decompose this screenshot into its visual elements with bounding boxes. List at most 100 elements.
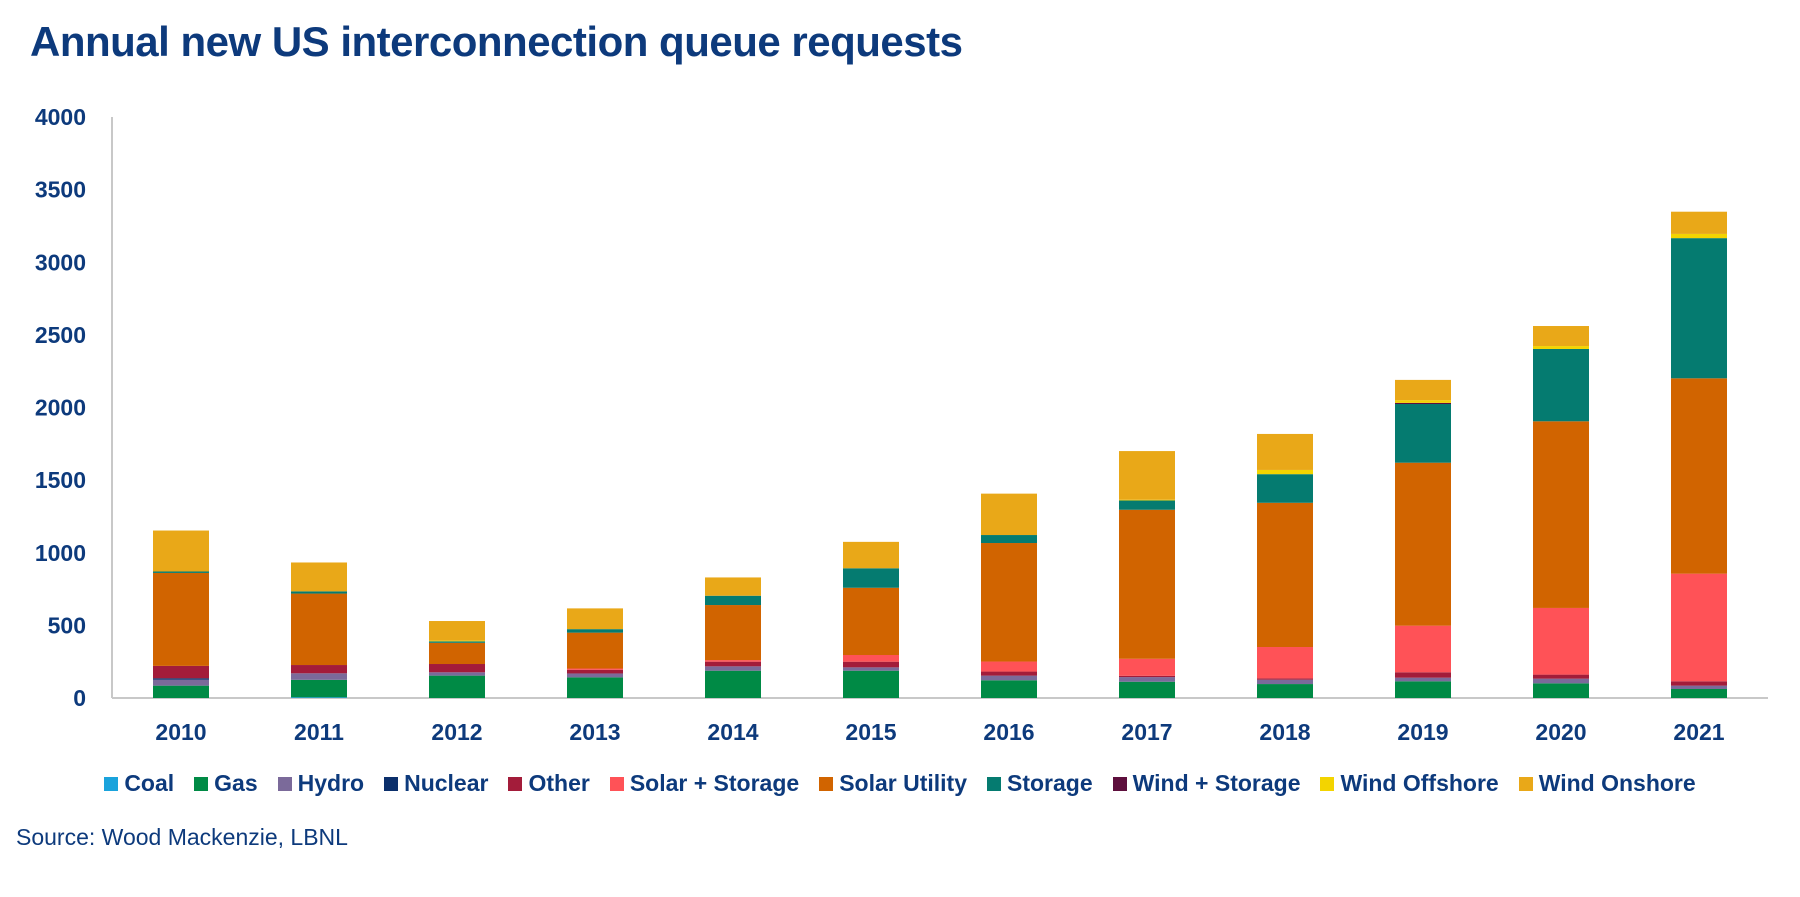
bar-segment-wind-onshore-2016 [981,493,1037,536]
legend-swatch [1112,776,1127,791]
bar-segment-hydro-2010 [153,679,209,686]
legend-label: Wind Onshore [1538,770,1696,796]
bar-segment-gas-2019 [1395,681,1451,698]
x-tick-label: 2014 [707,719,758,745]
bar-segment-gas-2013 [567,677,623,698]
chart-title: Annual new US interconnection queue requ… [30,18,963,65]
legend-item: Solar + Storage [609,770,800,797]
bar-segment-solar-utility-2011 [291,593,347,666]
bar-segment-hydro-2012 [429,672,485,676]
bar-segment-solar-storage-2020 [1533,607,1589,675]
bar-segment-storage-2019 [1395,404,1451,463]
bar-segment-solar-utility-2014 [705,605,761,661]
legend-swatch [508,776,523,791]
bar-segment-gas-2020 [1533,683,1589,698]
bar-segment-storage-2013 [567,629,623,633]
bar-segment-solar-storage-2019 [1395,625,1451,673]
bar-segment-gas-2011 [291,679,347,698]
x-tick-label: 2016 [983,719,1034,745]
y-tick-label: 3000 [35,249,86,275]
bar-segment-other-2010 [153,665,209,679]
bar-segment-nuclear-2010 [153,678,209,680]
bar-segment-other-2019 [1395,672,1451,678]
legend-label: Storage [1007,770,1093,796]
bar-segment-hydro-2021 [1671,685,1727,689]
bar-segment-gas-2016 [981,680,1037,698]
bar-segment-solar-storage-2021 [1671,573,1727,682]
legend-item: Wind Offshore [1320,770,1499,797]
bar-segment-other-2011 [291,665,347,674]
bar-segment-solar-utility-2021 [1671,378,1727,574]
bar-segment-other-2018 [1257,678,1313,680]
legend-item: Hydro [277,770,365,797]
legend-label: Solar + Storage [629,770,800,796]
legend-label: Hydro [297,770,365,796]
bar-segment-hydro-2020 [1533,678,1589,684]
legend-swatch [194,776,209,791]
legend-label: Solar Utility [839,770,967,796]
bar-segment-other-2017 [1119,675,1175,678]
y-tick-label: 0 [73,685,86,711]
bar-segment-gas-2021 [1671,688,1727,698]
y-tick-label: 3500 [35,177,86,203]
bar-segment-solar-storage-2015 [843,655,899,662]
legend-swatch [277,776,292,791]
bar-segment-hydro-2018 [1257,679,1313,685]
bar-segment-wind-onshore-2021 [1671,211,1727,234]
bar-segment-other-2020 [1533,674,1589,679]
bar-segment-storage-2017 [1119,500,1175,510]
bar-segment-solar-storage-2016 [981,661,1037,672]
x-tick-label: 2015 [845,719,896,745]
bar-segment-solar-storage-2017 [1119,658,1175,676]
legend-swatch [987,776,1001,791]
x-tick-label: 2017 [1121,719,1172,745]
y-tick-label: 4000 [35,104,86,130]
bar-segment-hydro-2016 [981,675,1037,681]
bar-segment-gas-2012 [429,675,485,698]
legend-swatch [609,776,624,791]
legend-label: Wind Offshore [1340,770,1499,796]
legend-swatch [1518,776,1533,791]
bar-segment-solar-utility-2012 [429,642,485,665]
bar-segment-wind-onshore-2020 [1533,326,1589,347]
bar-segment-hydro-2011 [291,673,347,680]
legend-swatch [819,776,834,791]
legend-label: Other [528,770,590,796]
bar-segment-wind-offshore-2020 [1533,346,1589,349]
bar-segment-hydro-2013 [567,673,623,678]
bar-segment-wind-offshore-2021 [1671,233,1727,239]
legend-label: Nuclear [404,770,489,796]
bar-segment-storage-2020 [1533,348,1589,422]
bar-segment-wind-offshore-2017 [1119,499,1175,501]
bar-segment-storage-2021 [1671,238,1727,379]
bar-segment-solar-storage-2014 [705,660,761,662]
legend-label: Gas [214,770,258,796]
bar-segment-other-2015 [843,661,899,668]
bar-segment-solar-utility-2019 [1395,462,1451,626]
y-tick-label: 2000 [35,395,86,421]
bar-segment-gas-2017 [1119,681,1175,698]
x-tick-label: 2021 [1673,719,1724,745]
bar-segment-solar-storage-2013 [567,668,623,670]
legend-label: Wind + Storage [1132,770,1301,796]
bar-segment-solar-utility-2010 [153,572,209,666]
bar-segment-wind-offshore-2019 [1395,400,1451,403]
bar-segment-solar-utility-2020 [1533,421,1589,608]
legend: Coal Gas Hydro Nuclear Other Solar + Storage S… [0,770,1800,797]
x-tick-label: 2018 [1259,719,1310,745]
bar-segment-gas-2015 [843,670,899,698]
bar-segment-storage-2015 [843,568,899,588]
bar-segment-other-2016 [981,671,1037,676]
bar-segment-wind-offshore-2012 [429,640,485,642]
bar-segment-other-2021 [1671,681,1727,686]
y-tick-label: 1000 [35,540,86,566]
bar-segment-gas-2014 [705,670,761,698]
bar-segment-wind-onshore-2011 [291,562,347,592]
bar-segment-coal-2011 [291,697,347,698]
bar-segment-wind-onshore-2013 [567,608,623,630]
legend-item: Coal [104,770,174,797]
bar-segment-wind-storage-2019 [1395,402,1451,405]
bar-segment-wind-onshore-2015 [843,541,899,569]
bar-segment-other-2014 [705,661,761,667]
